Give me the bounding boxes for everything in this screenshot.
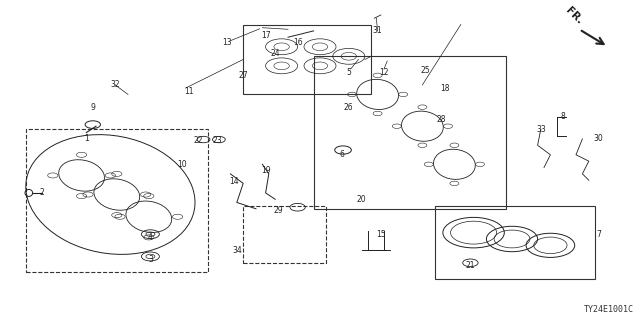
Text: 7: 7 [596, 230, 601, 239]
Bar [243, 206, 326, 263]
Text: 34: 34 [232, 246, 242, 255]
Text: 23: 23 [212, 136, 223, 145]
Text: 32: 32 [110, 80, 120, 89]
Text: 13: 13 [222, 37, 232, 46]
Text: 8: 8 [561, 112, 566, 121]
Text: 9: 9 [90, 103, 95, 112]
Text: 15: 15 [376, 230, 386, 239]
Text: 19: 19 [260, 166, 271, 175]
Text: 3: 3 [148, 255, 153, 264]
Text: 16: 16 [292, 37, 303, 46]
Bar [243, 25, 371, 94]
Text: 5: 5 [346, 68, 351, 77]
Bar [435, 206, 595, 279]
Bar [26, 129, 208, 272]
Text: 27: 27 [238, 71, 248, 80]
Text: 24: 24 [270, 49, 280, 58]
Bar [314, 56, 506, 209]
Text: 12: 12 [380, 68, 388, 77]
Text: FR.: FR. [563, 5, 584, 26]
Text: 17: 17 [260, 31, 271, 40]
Text: 18: 18 [440, 84, 449, 92]
Text: 14: 14 [228, 177, 239, 186]
Text: 20: 20 [356, 195, 367, 204]
Text: 1: 1 [84, 134, 89, 143]
Text: 29: 29 [273, 206, 284, 215]
Text: 11: 11 [184, 87, 193, 96]
Text: 33: 33 [536, 125, 546, 134]
Text: 25: 25 [420, 66, 431, 75]
Text: 10: 10 [177, 160, 188, 169]
Text: 30: 30 [593, 134, 604, 143]
Text: 2: 2 [39, 188, 44, 197]
Text: TY24E1001C: TY24E1001C [584, 305, 634, 314]
Text: 21: 21 [466, 261, 475, 270]
Text: 6: 6 [340, 150, 345, 159]
Text: 22: 22 [194, 136, 203, 145]
Text: 31: 31 [372, 26, 383, 36]
Text: 26: 26 [344, 103, 354, 112]
Text: 4: 4 [148, 233, 153, 242]
Text: 28: 28 [437, 115, 446, 124]
